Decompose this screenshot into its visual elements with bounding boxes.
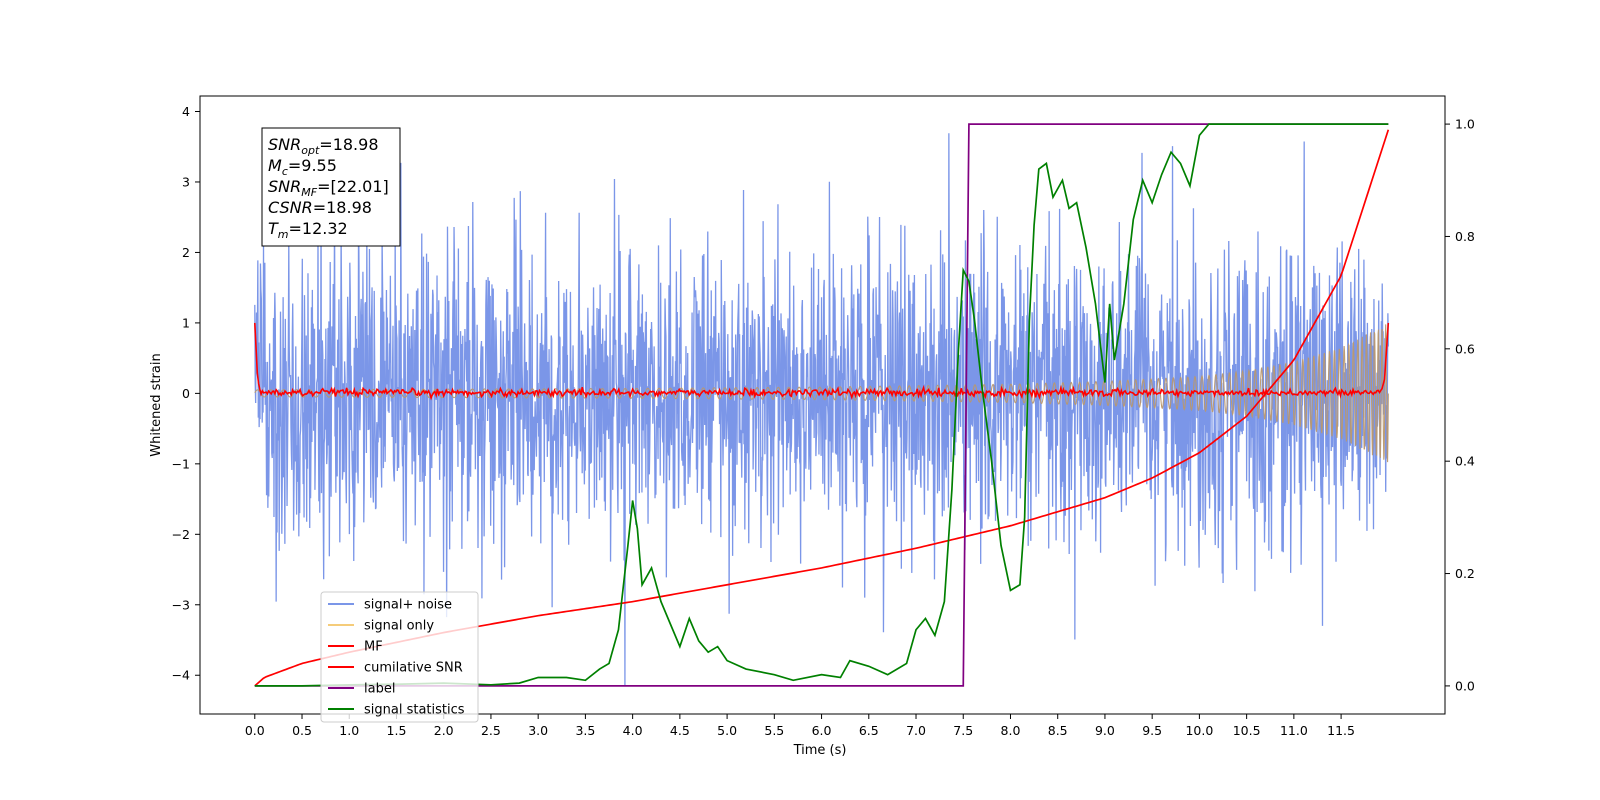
x-axis-ticks: 0.0 0.5 1.0 1.5 2.0 2.5 3.0 3.5 4.0 4.5 5.0 5.5 6.0 6…	[245, 714, 1355, 738]
legend-entry: signal statistics	[364, 703, 465, 718]
x-tick-label: 4.5	[670, 723, 690, 738]
y2-tick-label: 0.8	[1455, 229, 1475, 244]
legend-entry: cumilative SNR	[364, 661, 463, 676]
series-signal-plus-noise	[254, 133, 1389, 686]
y-tick-label: 0	[182, 386, 190, 401]
x-tick-label: 1.0	[339, 723, 359, 738]
annotation-line: Tm=12.32	[268, 219, 348, 241]
annotation-frame	[261, 127, 401, 247]
x-tick-label: 8.0	[1001, 723, 1021, 738]
x-tick-label: 10.0	[1185, 723, 1213, 738]
x-tick-label: 5.0	[717, 723, 737, 738]
legend-frame	[320, 591, 479, 723]
y-tick-label: −3	[172, 597, 190, 612]
x-tick-label: 3.0	[528, 723, 548, 738]
x-tick-label: 4.0	[623, 723, 643, 738]
x-tick-label: 11.5	[1327, 723, 1355, 738]
series-signal-statistics	[254, 123, 1389, 687]
annotation-line: SNRopt=18.98	[268, 135, 379, 157]
y-tick-label: 1	[182, 315, 190, 330]
x-tick-label: 2.0	[434, 723, 454, 738]
y-tick-label: 4	[182, 104, 190, 119]
x-tick-label: 2.5	[481, 723, 501, 738]
x-tick-label: 5.5	[764, 723, 784, 738]
series-mf	[253, 322, 1390, 401]
y2-tick-label: 0.6	[1455, 341, 1475, 356]
y-tick-label: 2	[182, 245, 190, 260]
x-tick-label: 0.5	[292, 723, 312, 738]
y2-axis-ticks: 1.0 0.8 0.6 0.4 0.2 0.0	[1445, 117, 1475, 693]
x-tick-label: 6.5	[859, 723, 879, 738]
x-axis-label: Time (s)	[793, 743, 847, 758]
series-label	[254, 123, 1389, 687]
x-tick-label: 7.5	[953, 723, 973, 738]
y-tick-label: −4	[172, 668, 190, 683]
x-tick-label: 7.0	[906, 723, 926, 738]
x-tick-label: 9.5	[1142, 723, 1162, 738]
x-tick-label: 11.0	[1280, 723, 1308, 738]
y-axis-ticks: 4 3 2 1 0 −1 −2 −3 −4	[172, 104, 200, 683]
x-tick-label: 8.5	[1048, 723, 1068, 738]
axes-frame	[199, 95, 1446, 715]
y-tick-label: −1	[172, 456, 190, 471]
y-tick-label: −2	[172, 527, 190, 542]
y-axis-label: Whitened strain	[149, 353, 164, 456]
x-tick-label: 1.5	[387, 723, 407, 738]
annotation-line: Mc=9.55	[268, 156, 337, 178]
annotation-line: SNRMF=[22.01]	[268, 177, 389, 199]
legend-entry: MF	[364, 640, 383, 655]
legend-entry: signal+ noise	[364, 598, 452, 613]
stats-annotation-box: SNRopt=18.98Mc=9.55SNRMF=[22.01]CSNR=18.…	[261, 127, 401, 247]
y-tick-label: 3	[182, 174, 190, 189]
annotation-line: CSNR=18.98	[268, 198, 372, 217]
x-tick-label: 3.5	[575, 723, 595, 738]
x-tick-label: 9.0	[1095, 723, 1115, 738]
y2-tick-label: 0.0	[1455, 678, 1475, 693]
y2-tick-label: 0.4	[1455, 454, 1475, 469]
legend-entry: signal only	[364, 619, 434, 634]
legend: signal+ noise signal only MF cumilative SNR…	[320, 591, 479, 723]
y2-tick-label: 1.0	[1455, 117, 1475, 132]
legend-entry: label	[364, 682, 395, 697]
y2-tick-label: 0.2	[1455, 566, 1475, 581]
x-tick-label: 0.0	[245, 723, 265, 738]
x-tick-label: 6.0	[812, 723, 832, 738]
x-tick-label: 10.5	[1233, 723, 1261, 738]
